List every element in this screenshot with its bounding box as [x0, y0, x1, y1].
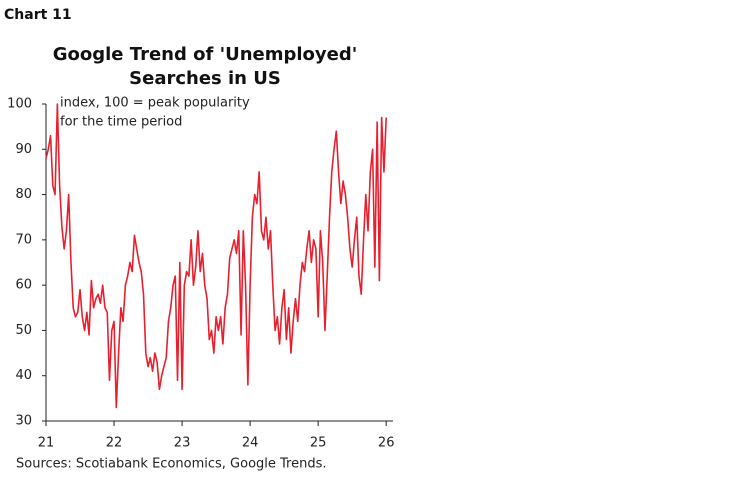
chart-label: Chart 11: [4, 7, 72, 23]
x-tick-label: 22: [106, 436, 123, 451]
y-tick-label: 30: [15, 414, 32, 429]
x-tick-label: 24: [242, 436, 259, 451]
y-tick-label: 40: [15, 368, 32, 383]
y-tick-label: 90: [15, 142, 32, 157]
annotation: index, 100 = peak popularity: [60, 96, 250, 111]
chart-title: Searches in US: [129, 68, 281, 89]
y-tick-label: 60: [15, 278, 32, 293]
x-tick-label: 23: [174, 436, 191, 451]
chart-title: Google Trend of 'Unemployed': [53, 44, 358, 65]
x-tick-label: 25: [310, 436, 327, 451]
y-tick-label: 100: [7, 97, 32, 112]
y-tick-label: 70: [15, 232, 32, 247]
source: Sources: Scotiabank Economics, Google Tr…: [16, 457, 327, 472]
x-tick-label: 26: [378, 436, 395, 451]
y-tick-label: 50: [15, 323, 32, 338]
data-line: [45, 103, 387, 409]
x-tick-label: 21: [38, 436, 55, 451]
y-tick-label: 80: [15, 187, 32, 202]
annotation: for the time period: [60, 115, 182, 130]
